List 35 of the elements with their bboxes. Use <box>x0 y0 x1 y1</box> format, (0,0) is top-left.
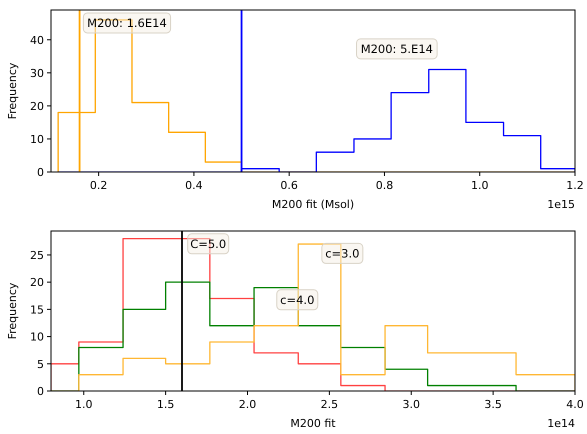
x-axis-title: M200 fit (Msol) <box>272 198 354 211</box>
x-tick-label: 0.2 <box>90 179 108 192</box>
x-tick-label: 0.4 <box>185 179 203 192</box>
x-tick-label: 1.0 <box>75 398 92 411</box>
x-tick-label: 2.0 <box>238 398 256 411</box>
annotation: c=4.0 <box>280 292 314 307</box>
y-tick-label: 20 <box>30 276 44 290</box>
x-tick-label: 1.5 <box>156 398 174 411</box>
y-tick-label: 10 <box>30 330 44 344</box>
y-tick-label: 25 <box>30 248 44 262</box>
y-tick-label: 0 <box>37 385 44 398</box>
annotation: c=3.0 <box>325 246 360 260</box>
annotation: M200: 5.E14 <box>360 42 433 56</box>
y-tick-label: 0 <box>37 166 44 179</box>
annotation: C=5.0 <box>190 236 226 251</box>
x-tick-label: 4.0 <box>566 398 584 411</box>
y-tick-label: 40 <box>30 34 44 47</box>
x-tick-label: 1.2 <box>566 179 584 192</box>
y-tick-label: 30 <box>30 66 44 80</box>
x-tick-label: 0.6 <box>280 179 298 192</box>
y-tick-label: 5 <box>37 358 44 371</box>
y-tick-label: 20 <box>30 100 44 113</box>
x-tick-label: 2.5 <box>320 398 338 411</box>
annotation: M200: 1.6E14 <box>87 16 167 30</box>
x-tick-label: 0.8 <box>376 179 394 192</box>
y-tick-label: 15 <box>30 303 44 316</box>
x-tick-label: 3.0 <box>402 398 420 411</box>
y-axis-title: Frequency <box>6 282 19 340</box>
text: 1e14 <box>547 417 575 430</box>
x-axis-title: M200 fit <box>290 417 336 430</box>
text: 1e15 <box>547 198 575 211</box>
y-tick-label: 10 <box>30 132 44 146</box>
x-tick-label: 1.0 <box>470 179 488 192</box>
x-tick-label: 3.5 <box>484 398 502 411</box>
y-axis-title: Frequency <box>6 62 19 120</box>
